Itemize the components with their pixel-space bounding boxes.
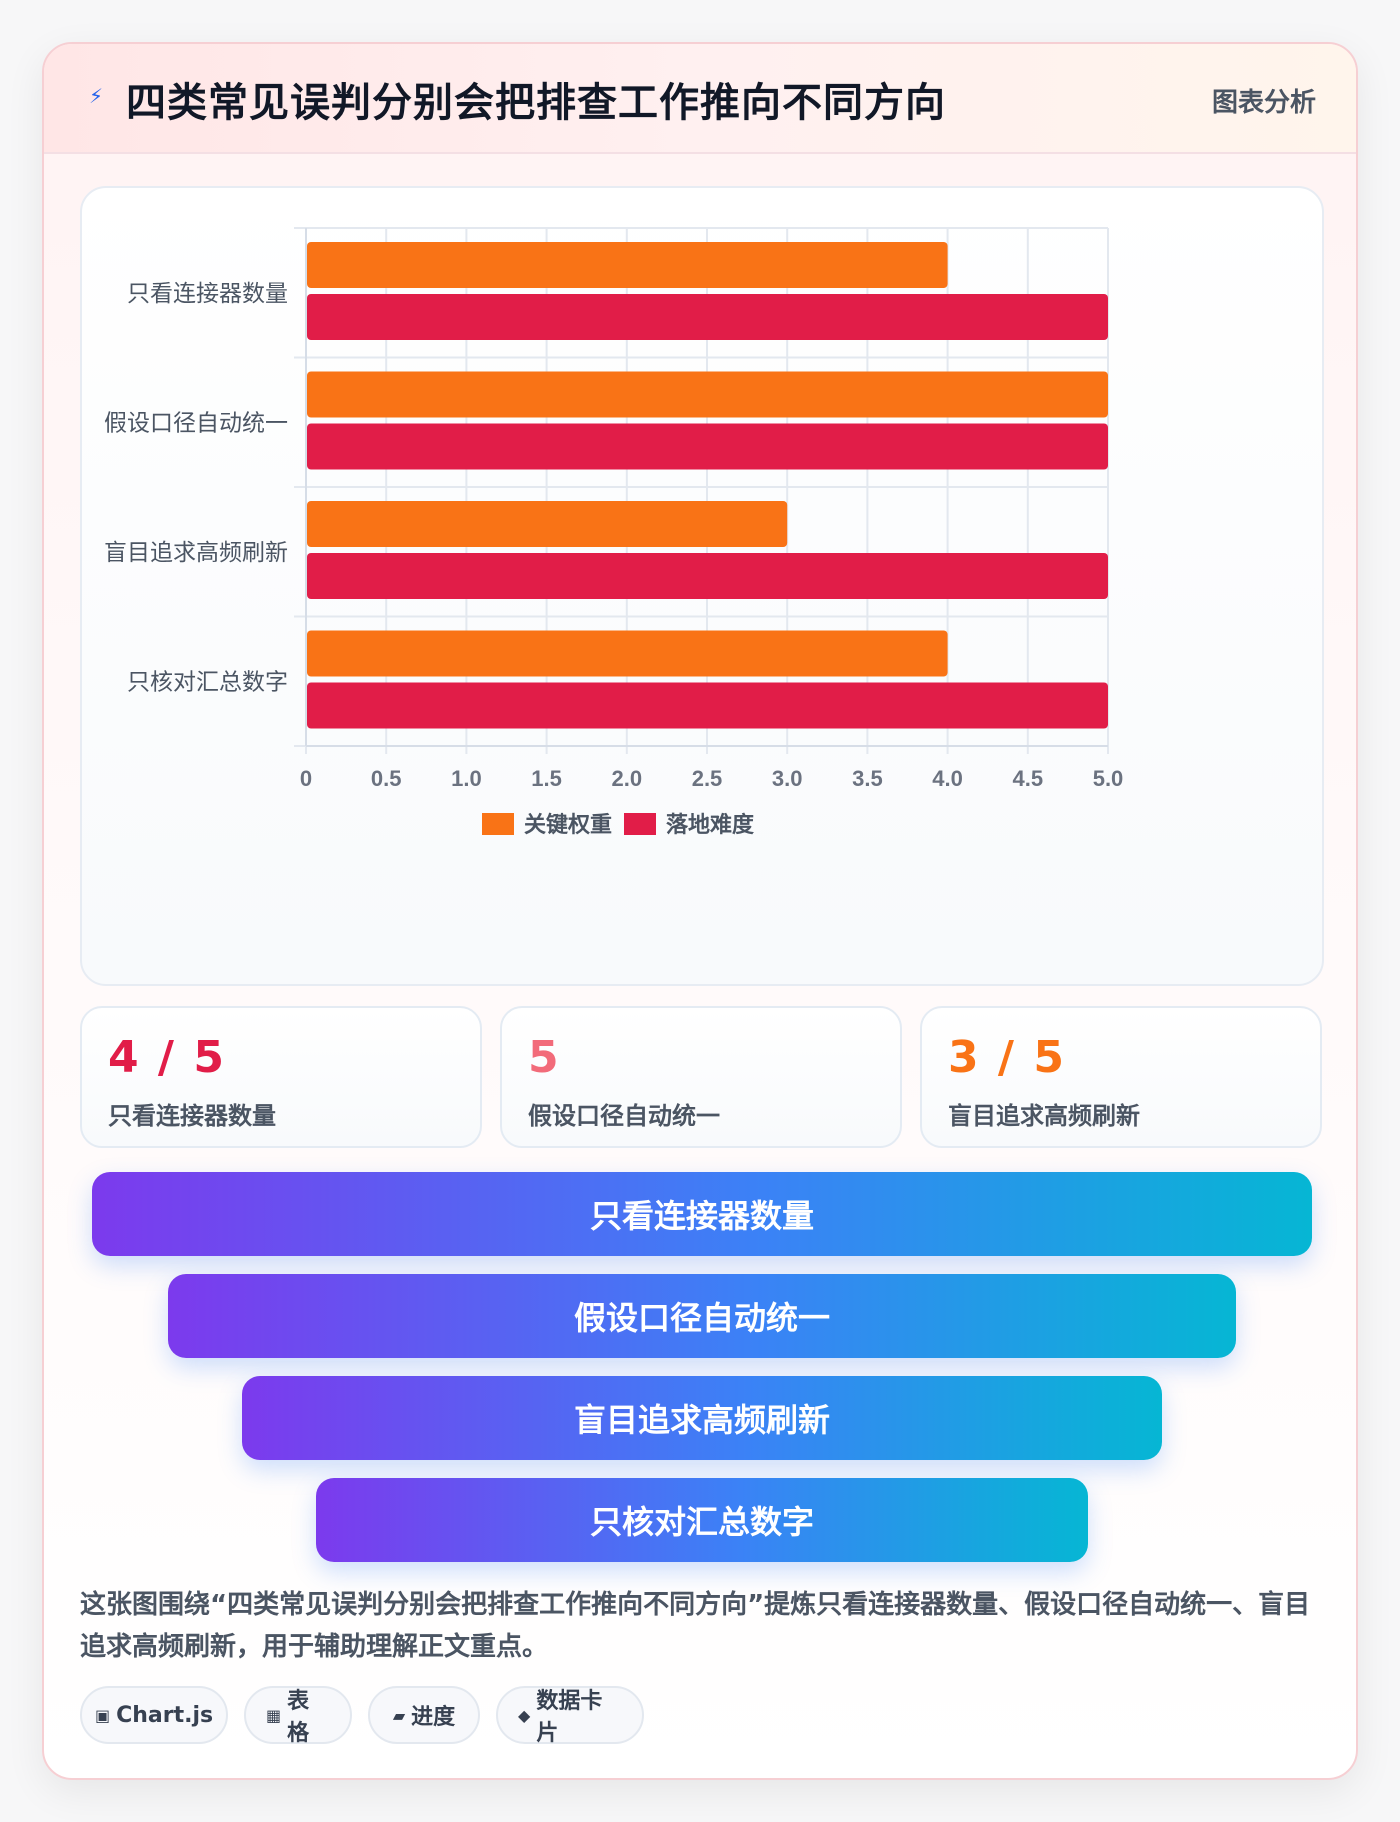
chart-description: 这张图围绕“四类常见误判分别会把排查工作推向不同方向”提炼只看连接器数量、假设口… — [80, 1590, 1311, 1662]
y-category-label: 盲目追求高频刷新 — [104, 540, 288, 566]
funnel-level-3: 盲目追求高频刷新 — [242, 1376, 1162, 1460]
bar-weight — [307, 371, 1108, 418]
y-category-label: 只看连接器数量 — [127, 281, 288, 307]
x-tick-label: 5.0 — [1093, 766, 1124, 791]
x-tick-label: 1.0 — [451, 766, 482, 791]
chip-progress[interactable]: ▰ 进度 — [368, 1686, 480, 1744]
chip-label: 进度 — [411, 1705, 456, 1730]
chart-analysis-tag: 图表分析 — [1211, 88, 1316, 118]
x-tick-label: 4.0 — [932, 766, 963, 791]
bar-difficulty — [307, 294, 1108, 340]
bar-chart-svg: 0 0.5 1.0 1.5 2.0 2.5 3.0 3.5 4.0 4.5 5.0 只看连接器数量假设… — [104, 227, 1124, 838]
stat-value: 3 / 5 — [948, 1032, 1066, 1083]
bar-weight — [307, 630, 948, 677]
y-category-label: 只核对汇总数字 — [127, 669, 288, 695]
stat-card-2: 5 假设口径自动统一 — [500, 1006, 902, 1148]
chip-data-card[interactable]: ◆ 数据卡片 — [496, 1686, 644, 1746]
legend-swatch — [482, 813, 514, 835]
progress-icon: ▰ — [392, 1705, 406, 1725]
chip-label: 数据卡片 — [536, 1689, 603, 1746]
x-tick-label: 1.5 — [531, 766, 562, 791]
x-tick-label: 0.5 — [371, 766, 402, 791]
x-tick-label: 2.0 — [612, 766, 643, 791]
stat-label: 盲目追求高频刷新 — [948, 1102, 1140, 1130]
stat-card-3: 3 / 5 盲目追求高频刷新 — [920, 1006, 1322, 1148]
bar-chart: 0 0.5 1.0 1.5 2.0 2.5 3.0 3.5 4.0 4.5 5.0 只看连接器数量假设… — [80, 186, 1324, 986]
x-tick-label: 2.5 — [692, 766, 723, 791]
bar-weight — [307, 242, 948, 288]
funnel-level-2: 假设口径自动统一 — [168, 1274, 1236, 1358]
stat-label: 只看连接器数量 — [108, 1102, 276, 1130]
chip-chartjs[interactable]: ▣ Chart.js — [80, 1686, 228, 1744]
chart-icon: ▣ — [94, 1705, 111, 1725]
chip-label: Chart.js — [116, 1702, 214, 1728]
diamond-icon: ◆ — [518, 1705, 531, 1725]
card-header: ⚡ 四类常见误判分别会把排查工作推向不同方向 图表分析 — [44, 44, 1356, 154]
x-tick-label: 3.5 — [852, 766, 883, 791]
x-tick-label: 3.0 — [772, 766, 803, 791]
legend-label: 关键权重 — [524, 812, 612, 838]
funnel-level-4: 只核对汇总数字 — [316, 1478, 1088, 1562]
x-tick-label: 0 — [300, 766, 312, 791]
bar-difficulty — [307, 423, 1108, 470]
page-title: 四类常见误判分别会把排查工作推向不同方向 — [126, 80, 946, 126]
chip-label: 表格 — [287, 1689, 310, 1746]
funnel-level-1: 只看连接器数量 — [92, 1172, 1312, 1256]
legend-label: 落地难度 — [666, 812, 755, 838]
lightning-icon: ⚡ — [88, 84, 104, 108]
stat-label: 假设口径自动统一 — [528, 1102, 720, 1130]
table-icon: ▦ — [266, 1705, 282, 1725]
legend-swatch — [624, 813, 656, 835]
stat-value: 5 — [528, 1032, 561, 1083]
stat-card-1: 4 / 5 只看连接器数量 — [80, 1006, 482, 1148]
bar-difficulty — [307, 682, 1108, 729]
chip-table[interactable]: ▦ 表格 — [244, 1686, 352, 1746]
bar-difficulty — [307, 553, 1108, 599]
x-tick-label: 4.5 — [1013, 766, 1044, 791]
y-category-label: 假设口径自动统一 — [104, 410, 288, 436]
chart-card: ⚡ 四类常见误判分别会把排查工作推向不同方向 图表分析 0 0.5 1.0 1.5 2.… — [42, 42, 1358, 1780]
bar-weight — [307, 501, 788, 547]
stat-value: 4 / 5 — [108, 1032, 226, 1083]
